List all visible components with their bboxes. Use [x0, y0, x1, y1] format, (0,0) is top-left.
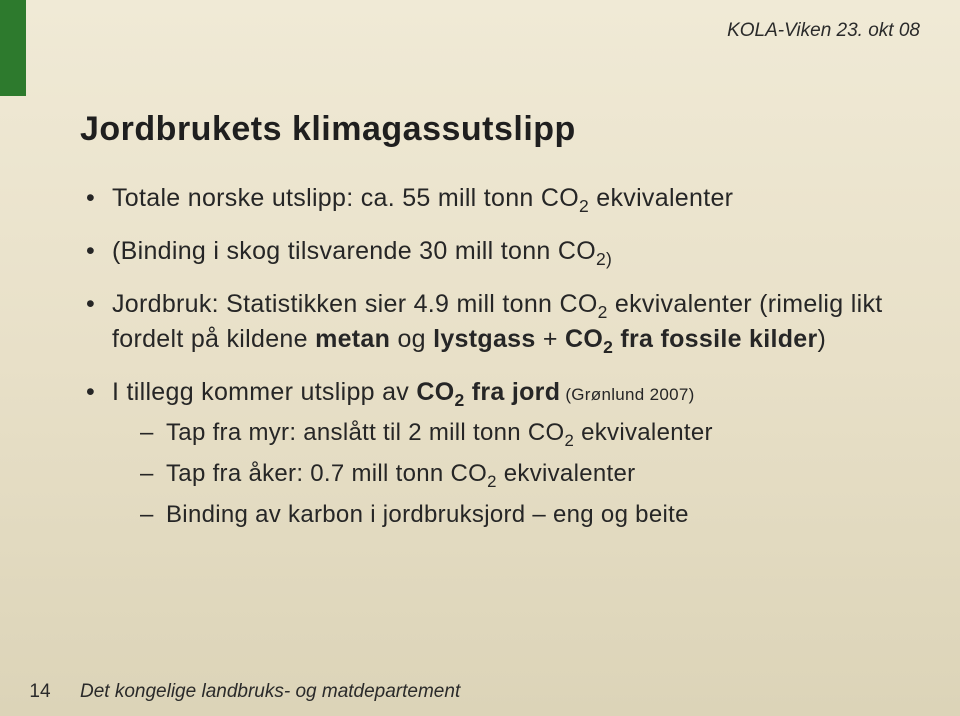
sub-bullet-3: Binding av karbon i jordbruksjord – eng … — [140, 499, 900, 530]
s3-text: Binding av karbon i jordbruksjord – eng … — [166, 501, 689, 528]
s2-pre: Tap fra åker: 0.7 mill tonn CO — [166, 460, 487, 487]
bullet-2: (Binding i skog tilsvarende 30 mill tonn… — [86, 236, 900, 271]
b3-mid2: og — [390, 325, 433, 353]
accent-bar — [0, 0, 26, 96]
b3-bold3-post: fra fossile kilder — [613, 325, 817, 353]
footer: 14 Det kongelige landbruks- og matdepart… — [0, 668, 960, 716]
b3-end: ) — [818, 325, 827, 353]
bullet-3: Jordbruk: Statistikken sier 4.9 mill ton… — [86, 289, 900, 359]
bullet-4: I tillegg kommer utslipp av CO2 fra jord… — [86, 377, 900, 530]
s2-post: ekvivalenter — [497, 460, 636, 487]
b3-bold3-pre: CO — [565, 325, 603, 353]
b2-text-pre: (Binding i skog tilsvarende 30 mill tonn… — [112, 237, 596, 265]
b3-sub: 2 — [598, 302, 608, 322]
page-number: 14 — [0, 681, 80, 703]
b4-bold-sub: 2 — [454, 390, 464, 410]
b3-mid3: + — [536, 325, 565, 353]
b2-sub: 2) — [596, 249, 612, 269]
b4-bold-post: fra jord — [465, 378, 561, 406]
b3-pre: Jordbruk: Statistikken sier 4.9 mill ton… — [112, 290, 598, 318]
b1-text-pre: Totale norske utslipp: ca. 55 mill tonn … — [112, 184, 579, 212]
s1-pre: Tap fra myr: anslått til 2 mill tonn CO — [166, 419, 565, 446]
footer-dept: Det kongelige landbruks- og matdeparteme… — [80, 681, 460, 703]
header-event: KOLA-Viken 23. okt 08 — [727, 20, 920, 42]
sub-bullet-2: Tap fra åker: 0.7 mill tonn CO2 ekvivale… — [140, 458, 900, 493]
b3-bold1: metan — [315, 325, 390, 353]
bullet-1: Totale norske utslipp: ca. 55 mill tonn … — [86, 183, 900, 218]
slide-title: Jordbrukets klimagassutslipp — [80, 110, 900, 149]
s1-post: ekvivalenter — [574, 419, 713, 446]
b3-bold2: lystgass — [433, 325, 535, 353]
b4-small: (Grønlund 2007) — [560, 385, 694, 404]
bullet-list: Totale norske utslipp: ca. 55 mill tonn … — [80, 183, 900, 530]
slide: KOLA-Viken 23. okt 08 Jordbrukets klimag… — [0, 0, 960, 716]
sub-bullet-list: Tap fra myr: anslått til 2 mill tonn CO2… — [112, 417, 900, 529]
b3-bold3-sub: 2 — [603, 337, 613, 357]
b4-pre: I tillegg kommer utslipp av — [112, 378, 416, 406]
content-area: Jordbrukets klimagassutslipp Totale nors… — [80, 110, 900, 548]
sub-bullet-1: Tap fra myr: anslått til 2 mill tonn CO2… — [140, 417, 900, 452]
s1-sub: 2 — [565, 431, 575, 450]
s2-sub: 2 — [487, 472, 497, 491]
b1-sub: 2 — [579, 196, 589, 216]
b4-bold-pre: CO — [416, 378, 454, 406]
b1-text-post: ekvivalenter — [589, 184, 733, 212]
